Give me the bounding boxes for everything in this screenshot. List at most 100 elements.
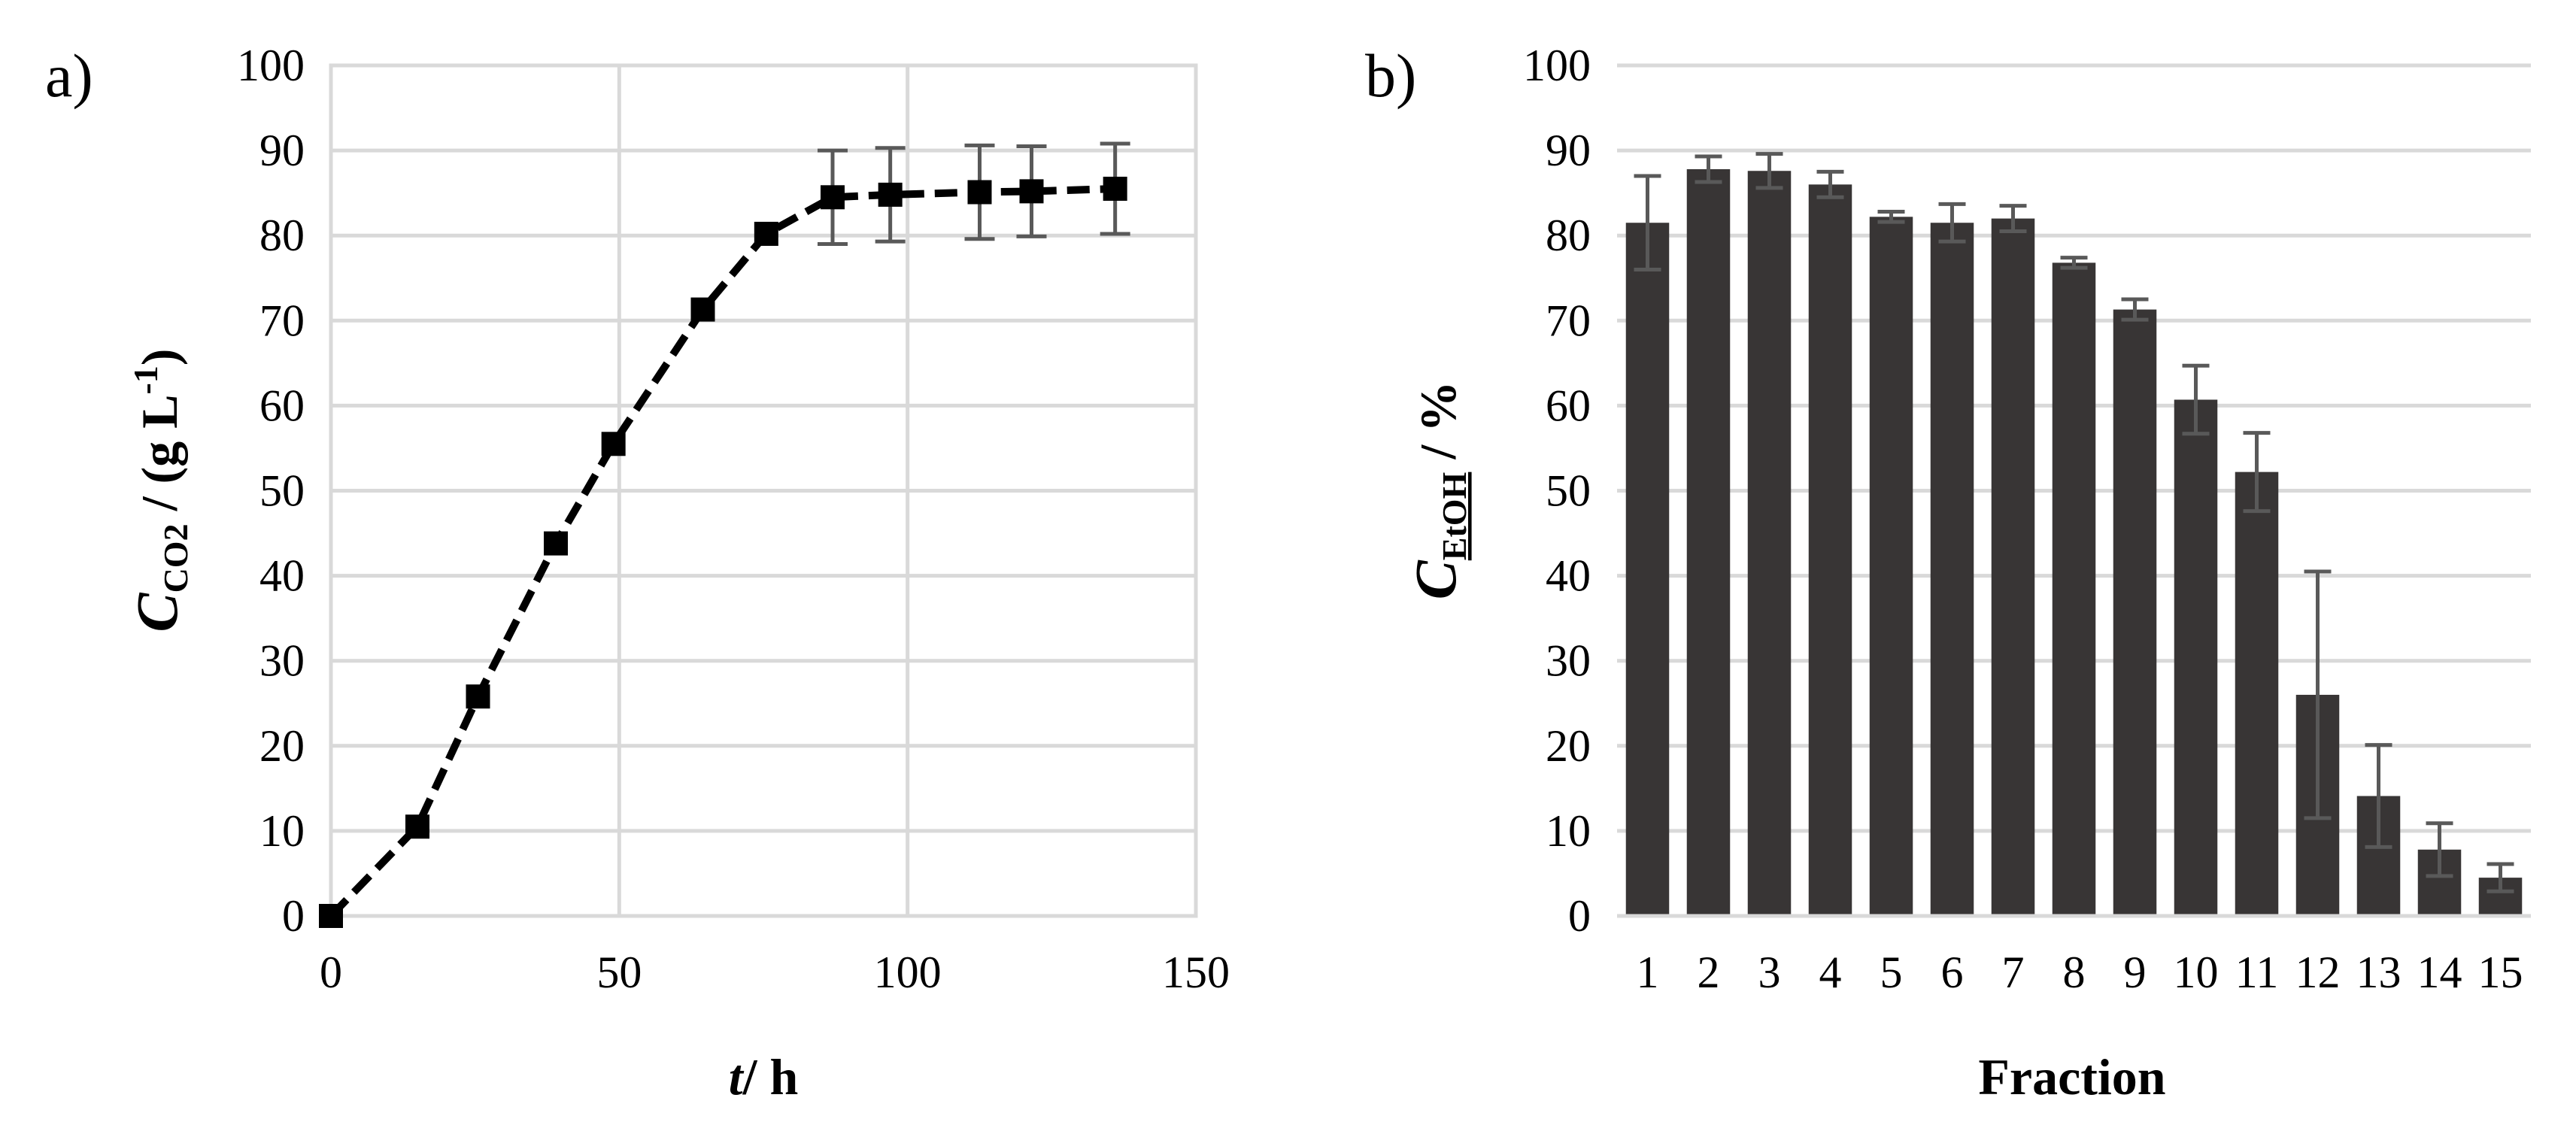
panel-b-bar [1686, 168, 1731, 916]
panel-b-error-bar [2365, 743, 2392, 849]
panel-b-x-tick-label: 4 [1819, 948, 1842, 997]
panel-a-tick-labels: 0 10 20 30 40 50 60 70 80 90 100 0 50 100 150 [237, 41, 1230, 997]
panel-a-gridlines [329, 63, 1198, 918]
panel-a-y-tick-label: 90 [259, 126, 305, 175]
panel-a-x-tick-label: 0 [320, 948, 342, 997]
panel-b-error-bar [2243, 431, 2271, 514]
panel-b-y-axis-title: CEtOH / % [1403, 381, 1473, 600]
panel-b-error-bar [2304, 569, 2332, 820]
panel-a-data-point [405, 814, 429, 839]
panel-a-label: a) [45, 41, 93, 110]
panel-a-data-point [1019, 179, 1044, 204]
panel-b-error-bar [1938, 202, 1966, 244]
panel-b-bar [2113, 309, 2157, 916]
panel-b-x-tick-label: 6 [1941, 948, 1964, 997]
panel-a-y-tick-label: 100 [237, 41, 305, 90]
panel-b-bar [2235, 472, 2279, 916]
panel-a-y-axis-tail: ) [131, 349, 188, 366]
panel-a-x-tick-label: 100 [874, 948, 942, 997]
panel-b-error-bars [1634, 152, 2514, 893]
panel-b-y-tick-label: 30 [1546, 636, 1591, 686]
panel-a-y-axis-subscript: CO2 [156, 523, 195, 593]
panel-a-y-axis-superscript: -1 [126, 365, 165, 394]
panel-b-bars [1625, 168, 2523, 917]
panel-a-y-tick-label: 0 [282, 891, 305, 941]
panel-b-x-tick-label: 3 [1758, 948, 1781, 997]
panel-b-x-tick-label: 13 [2356, 948, 2402, 997]
panel-a-data-point [601, 432, 626, 456]
panel-b-x-tick-label: 11 [2235, 948, 2279, 997]
panel-a-x-tick-label: 50 [596, 948, 642, 997]
panel-a-y-tick-label: 10 [259, 806, 305, 856]
panel-b-error-bar [2060, 256, 2088, 270]
panel-b-bar [1869, 217, 1913, 916]
panel-b-y-tick-label: 100 [1523, 41, 1591, 90]
panel-b-label: b) [1365, 41, 1416, 110]
panel-b-x-tick-label: 2 [1698, 948, 1720, 997]
panel-a-y-tick-label: 40 [259, 551, 305, 601]
panel-b-x-tick-label: 5 [1880, 948, 1903, 997]
panel-b-error-bar [1877, 210, 1905, 224]
panel-a-markers [319, 176, 1127, 928]
panel-b-error-bar [1816, 169, 1844, 199]
panel-b-y-tick-label: 50 [1546, 466, 1591, 516]
panel-b-y-axis-subscript: EtOH [1435, 472, 1473, 560]
panel-b-bar [1991, 218, 2035, 917]
panel-a-y-axis-text: / (g L [131, 395, 188, 524]
panel-a-y-tick-label: 30 [259, 636, 305, 686]
panel-b-x-tick-label: 8 [2063, 948, 2086, 997]
panel-a-data-point [1103, 176, 1127, 201]
panel-b-y-tick-label: 80 [1546, 211, 1591, 260]
panel-a-y-axis-italic: C [124, 592, 190, 632]
panel-a-y-tick-label: 60 [259, 381, 305, 430]
panel-b-x-tick-label: 12 [2295, 948, 2341, 997]
panel-b-x-axis-title: Fraction [1978, 1048, 2165, 1105]
panel-b-y-tick-label: 40 [1546, 551, 1591, 601]
panel-a-x-axis-text: / h [742, 1048, 799, 1105]
panel-a-y-tick-label: 70 [259, 296, 305, 345]
panel-b-error-bar [2182, 363, 2210, 436]
panel-b-y-tick-label: 0 [1568, 891, 1591, 941]
panel-b-error-bar [1695, 154, 1722, 184]
panel-b-y-tick-label: 90 [1546, 126, 1591, 175]
panel-b-y-tick-label: 10 [1546, 806, 1591, 856]
panel-a-x-axis-italic: t [729, 1048, 745, 1105]
panel-b-bar [1747, 171, 1792, 916]
panel-b-y-tick-label: 60 [1546, 381, 1591, 430]
panel-a-x-axis-title: t/ h [729, 1048, 799, 1105]
panel-b-error-bar [1999, 204, 2027, 234]
panel-b-error-bar [1755, 152, 1783, 190]
panel-b-x-tick-label: 9 [2124, 948, 2147, 997]
panel-a-series-line [328, 185, 1115, 919]
panel-a-data-point [967, 180, 992, 205]
panel-a-y-axis-title: CCO2 / (g L-1) [124, 349, 195, 632]
panel-a-y-tick-label: 80 [259, 211, 305, 260]
panel-b-bar [1930, 223, 1974, 916]
panel-b-x-tick-label: 10 [2174, 948, 2219, 997]
panel-a-y-tick-label: 50 [259, 466, 305, 516]
panel-b-x-tick-label: 1 [1637, 948, 1659, 997]
panel-a-data-point [821, 185, 845, 210]
panel-b-bar [2174, 399, 2218, 916]
panel-b-bar [1625, 223, 1670, 916]
panel-b-x-tick-label: 15 [2478, 948, 2523, 997]
panel-b-y-axis-italic: C [1403, 559, 1468, 599]
panel-a-data-point [878, 182, 903, 207]
panel-b-error-bar [2486, 862, 2514, 893]
panel-b-error-bar [2121, 297, 2149, 322]
panel-b-x-tick-label: 7 [2002, 948, 2025, 997]
panel-a-data-point [690, 297, 715, 322]
panel-b-bar [1808, 184, 1852, 917]
panel-b-bar [2052, 262, 2096, 917]
panel-b-y-tick-label: 20 [1546, 721, 1591, 771]
panel-a-data-point [544, 531, 568, 556]
panel-b-y-tick-label: 70 [1546, 296, 1591, 345]
panel-b-x-tick-label: 14 [2417, 948, 2462, 997]
panel-b-error-bar [2426, 821, 2453, 878]
panel-b-error-bar [1634, 174, 1661, 271]
panel-a-data-point [319, 904, 343, 928]
